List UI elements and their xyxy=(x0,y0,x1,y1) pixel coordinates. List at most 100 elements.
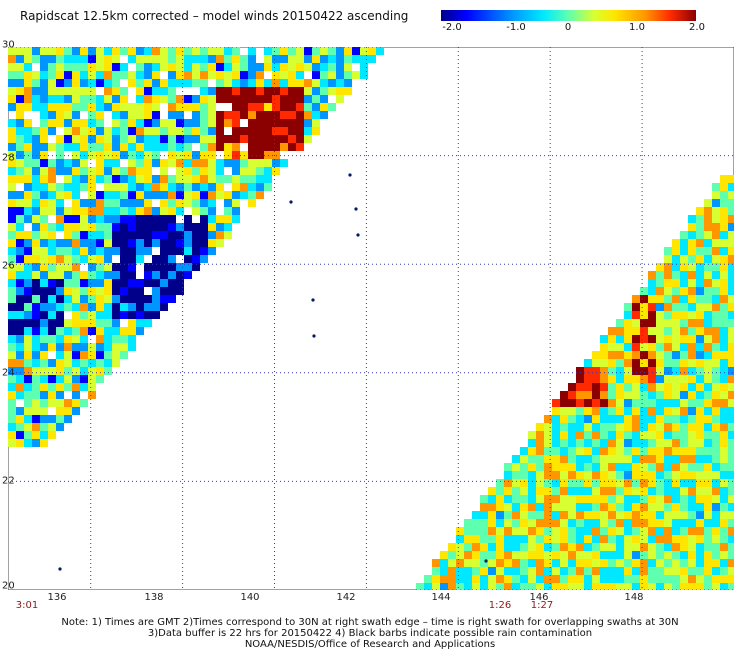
swath-cell xyxy=(16,279,24,287)
swath-cell xyxy=(80,143,88,151)
swath-cell xyxy=(40,367,48,375)
swath-cell xyxy=(8,79,16,87)
swath-cell xyxy=(8,143,16,151)
swath-cell xyxy=(272,71,280,79)
swath-cell xyxy=(576,447,584,455)
swath-cell xyxy=(664,295,672,303)
swath-cell xyxy=(240,167,248,175)
swath-cell xyxy=(8,423,16,431)
swath-cell xyxy=(624,439,632,447)
swath-cell xyxy=(544,511,552,519)
swath-cell xyxy=(672,295,680,303)
swath-cell xyxy=(528,519,536,527)
swath-cell xyxy=(696,263,704,271)
swath-cell xyxy=(48,111,56,119)
swath-cell xyxy=(16,375,24,383)
swath-cell xyxy=(248,119,256,127)
lat-label-30: 30 xyxy=(2,39,15,51)
swath-cell xyxy=(88,111,96,119)
swath-cell xyxy=(48,223,56,231)
swath-cell xyxy=(576,551,584,559)
swath-cell xyxy=(328,79,336,87)
swath-cell xyxy=(688,575,696,583)
swath-cell xyxy=(192,127,200,135)
swath-cell xyxy=(600,527,608,535)
swath-cell xyxy=(640,583,648,590)
swath-cell xyxy=(208,119,216,127)
swath-cell xyxy=(680,455,688,463)
swath-cell xyxy=(16,111,24,119)
swath-cell xyxy=(624,423,632,431)
swath-cell xyxy=(720,407,728,415)
swath-cell xyxy=(592,479,600,487)
swath-cell xyxy=(664,431,672,439)
swath-cell xyxy=(64,111,72,119)
swath-cell xyxy=(680,495,688,503)
swath-cell xyxy=(608,575,616,583)
swath-cell xyxy=(648,295,656,303)
swath-cell xyxy=(584,367,592,375)
swath-cell xyxy=(592,391,600,399)
swath-cell xyxy=(528,575,536,583)
swath-cell xyxy=(160,279,168,287)
swath-cell xyxy=(696,351,704,359)
swath-cell xyxy=(232,215,240,223)
swath-cell xyxy=(664,319,672,327)
swath-cell xyxy=(544,543,552,551)
swath-cell xyxy=(600,375,608,383)
swath-cell xyxy=(536,543,544,551)
swath-cell xyxy=(520,455,528,463)
swath-cell xyxy=(528,479,536,487)
swath-cell xyxy=(176,63,184,71)
swath-cell xyxy=(136,127,144,135)
swath-cell xyxy=(40,191,48,199)
swath-cell xyxy=(720,495,728,503)
swath-cell xyxy=(656,327,664,335)
swath-cell xyxy=(120,247,128,255)
swath-cell xyxy=(40,263,48,271)
swath-cell xyxy=(648,423,656,431)
swath-cell xyxy=(120,127,128,135)
swath-cell xyxy=(672,535,680,543)
swath-cell xyxy=(544,503,552,511)
swath-cell xyxy=(232,79,240,87)
swath-cell xyxy=(712,287,720,295)
swath-cell xyxy=(488,575,496,583)
swath-cell xyxy=(648,407,656,415)
swath-cell xyxy=(24,367,32,375)
swath-cell xyxy=(640,479,648,487)
swath-cell xyxy=(128,119,136,127)
island-mark xyxy=(356,233,360,237)
swath-cell xyxy=(488,503,496,511)
swath-cell xyxy=(608,391,616,399)
swath-cell xyxy=(112,215,120,223)
swath-cell xyxy=(664,255,672,263)
swath-cell xyxy=(72,79,80,87)
swath-cell xyxy=(560,575,568,583)
swath-cell xyxy=(672,239,680,247)
swath-cell xyxy=(160,223,168,231)
swath-cell xyxy=(192,239,200,247)
swath-cell xyxy=(560,495,568,503)
swath-cell xyxy=(152,223,160,231)
swath-cell xyxy=(680,351,688,359)
swath-cell xyxy=(728,543,734,551)
swath-cell xyxy=(40,119,48,127)
swath-cell xyxy=(16,159,24,167)
swath-cell xyxy=(648,335,656,343)
swath-cell xyxy=(312,103,320,111)
swath-cell xyxy=(552,527,560,535)
swath-cell xyxy=(280,159,288,167)
swath-cell xyxy=(8,335,16,343)
swath-cell xyxy=(640,383,648,391)
swath-cell xyxy=(720,519,728,527)
swath-cell xyxy=(632,423,640,431)
swath-cell xyxy=(120,103,128,111)
swath-cell xyxy=(144,207,152,215)
swath-cell xyxy=(560,503,568,511)
swath-cell xyxy=(8,351,16,359)
swath-cell xyxy=(80,327,88,335)
swath-cell xyxy=(488,551,496,559)
swath-cell xyxy=(640,439,648,447)
swath-cell xyxy=(120,279,128,287)
